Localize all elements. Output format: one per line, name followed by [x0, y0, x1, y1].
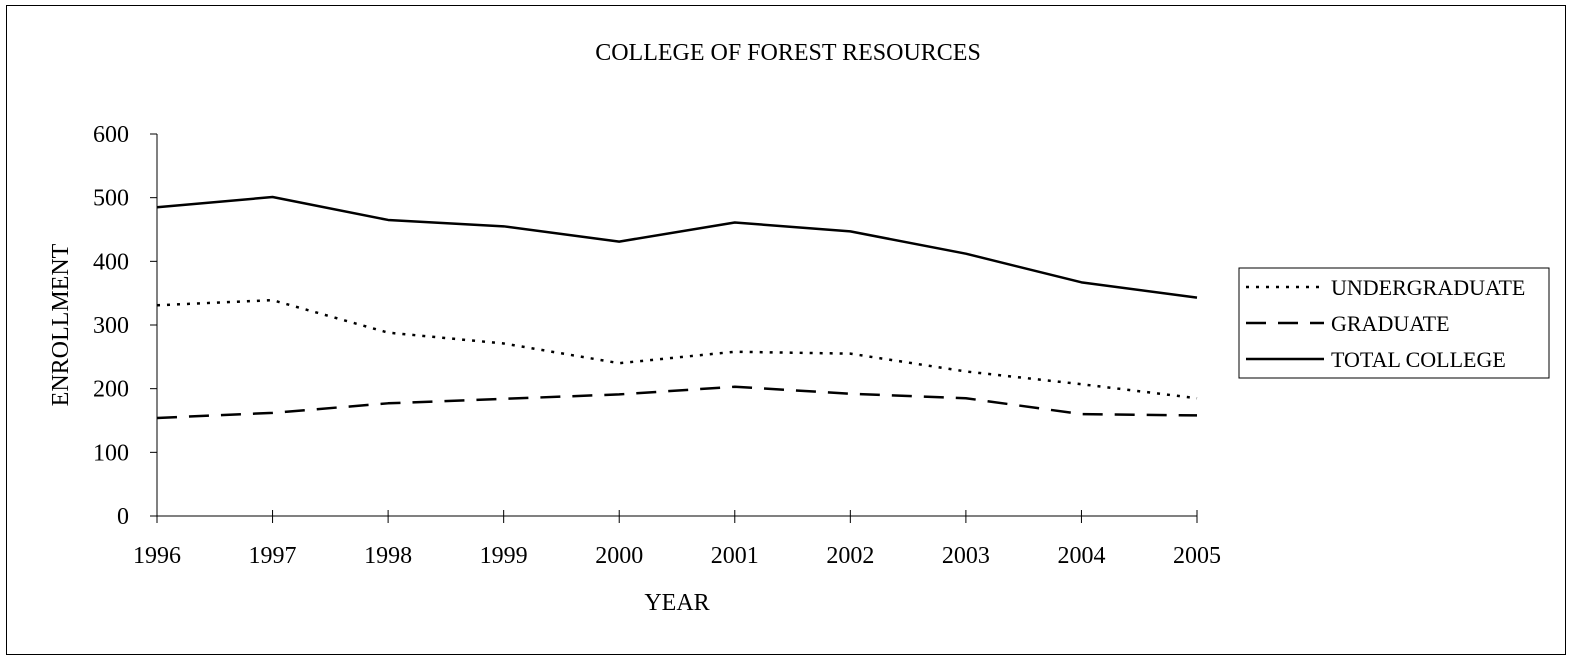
legend-items: UNDERGRADUATE GRADUATE TOTAL COLLEGE [1246, 275, 1525, 372]
legend: UNDERGRADUATE GRADUATE TOTAL COLLEGE [1238, 267, 1550, 379]
x-tick-label: 1998 [364, 543, 412, 569]
y-tick-label: 400 [93, 249, 129, 275]
x-tick-label: 1999 [480, 543, 528, 569]
x-tick-label: 1997 [249, 543, 297, 569]
x-tick-label: 2001 [711, 543, 759, 569]
legend-label-graduate: GRADUATE [1331, 311, 1450, 336]
chart-title: COLLEGE OF FOREST RESOURCES [595, 40, 981, 66]
x-tick-label: 2005 [1173, 543, 1221, 569]
series-line-total-college [156, 195, 1198, 299]
legend-label-total-college: TOTAL COLLEGE [1331, 347, 1506, 372]
x-tick-label: 2002 [826, 543, 874, 569]
y-tick-label: 100 [93, 440, 129, 466]
x-ticks: 1996 1997 1998 1999 2000 2001 2002 2003 2004 2005 [133, 510, 1221, 569]
y-ticks: 0 100 200 300 400 500 600 [93, 122, 157, 530]
x-tick-label: 2000 [595, 543, 643, 569]
legend-label-undergraduate: UNDERGRADUATE [1331, 275, 1525, 300]
series-line-undergraduate [156, 298, 1198, 400]
y-tick-label: 500 [93, 186, 129, 212]
y-tick-label: 0 [117, 504, 129, 530]
x-tick-label: 2004 [1057, 543, 1105, 569]
series-lines [156, 195, 1198, 420]
series-line-graduate [156, 385, 1198, 420]
x-tick-label: 2003 [942, 543, 990, 569]
y-tick-label: 600 [93, 122, 129, 148]
y-axis-label: ENROLLMENT [48, 243, 74, 406]
x-tick-label: 1996 [133, 543, 181, 569]
y-tick-label: 300 [93, 313, 129, 339]
x-axis-label: YEAR [644, 590, 709, 616]
y-tick-label: 200 [93, 377, 129, 403]
